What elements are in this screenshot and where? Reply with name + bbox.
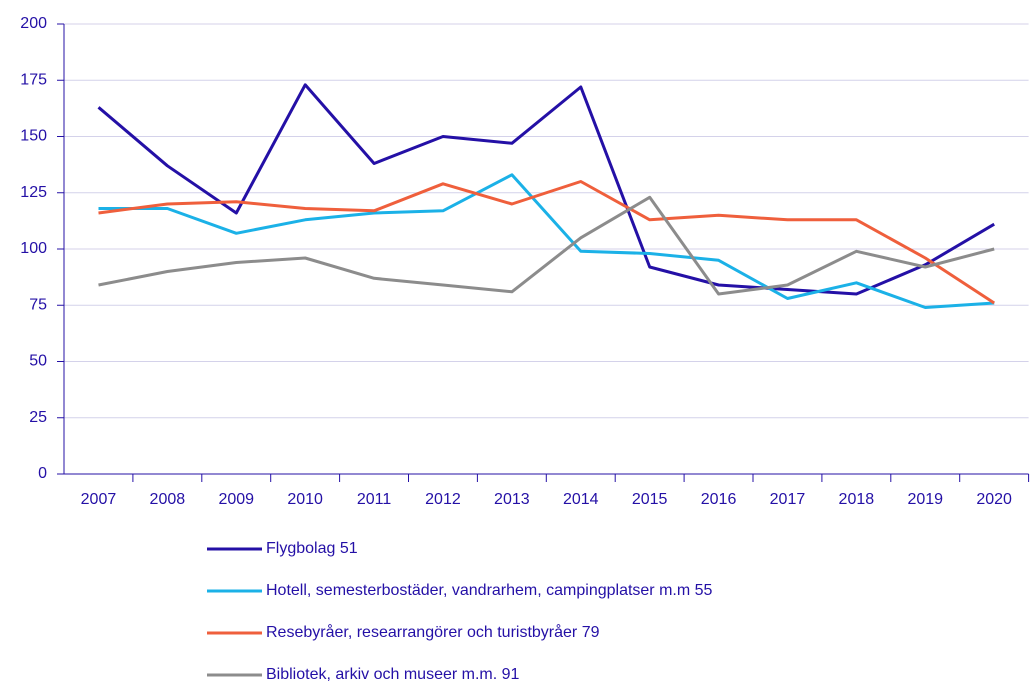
- y-tick-label: 200: [20, 15, 47, 32]
- legend-label: Hotell, semesterbostäder, vandrarhem, ca…: [266, 582, 713, 599]
- series-line: [98, 180, 996, 305]
- x-tick-label: 2015: [632, 491, 668, 508]
- y-tick-label: 0: [38, 465, 47, 482]
- x-tick-label: 2014: [563, 491, 599, 508]
- y-tick-label: 25: [29, 409, 47, 426]
- y-tick-label: 125: [20, 184, 47, 201]
- y-tick-label: 50: [29, 353, 47, 370]
- x-tick-label: 2010: [287, 491, 323, 508]
- x-tick-label: 2007: [81, 491, 117, 508]
- x-tick-label: 2016: [701, 491, 737, 508]
- x-tick-label: 2020: [976, 491, 1012, 508]
- x-tick-label: 2009: [218, 491, 254, 508]
- x-tick-label: 2018: [839, 491, 875, 508]
- x-tick-label: 2013: [494, 491, 530, 508]
- y-tick-label: 150: [20, 128, 47, 145]
- series-line: [98, 173, 995, 309]
- legend-label: Flygbolag 51: [266, 540, 358, 557]
- x-tick-label: 2019: [907, 491, 943, 508]
- legend-label: Resebyråer, researrangörer och turistbyr…: [266, 623, 600, 641]
- x-tick-label: 2008: [150, 491, 186, 508]
- y-tick-label: 75: [29, 296, 47, 313]
- x-tick-label: 2012: [425, 491, 461, 508]
- series-line: [97, 83, 995, 296]
- x-tick-label: 2017: [770, 491, 806, 508]
- y-tick-label: 175: [20, 71, 47, 88]
- series-line: [98, 195, 995, 296]
- y-tick-label: 100: [20, 240, 47, 257]
- x-tick-label: 2011: [357, 491, 392, 508]
- legend-label: Bibliotek, arkiv och museer m.m. 91: [266, 666, 520, 683]
